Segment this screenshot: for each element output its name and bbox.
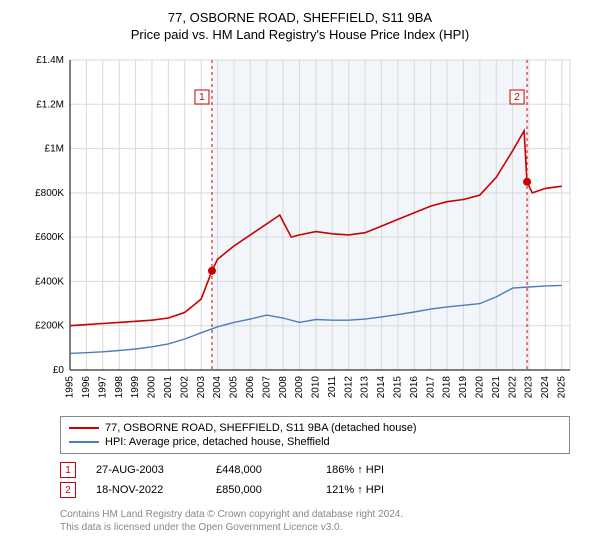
svg-text:£0: £0 [53, 365, 65, 376]
legend-swatch [69, 441, 99, 443]
svg-text:2015: 2015 [393, 376, 404, 399]
marker-row: 1 27-AUG-2003 £448,000 186% ↑ HPI [60, 460, 570, 480]
svg-text:2000: 2000 [147, 376, 158, 399]
marker-number-box: 2 [60, 482, 76, 498]
svg-text:2013: 2013 [360, 376, 371, 399]
svg-text:2022: 2022 [507, 376, 518, 399]
svg-text:2016: 2016 [409, 376, 420, 399]
svg-text:1996: 1996 [81, 376, 92, 399]
svg-text:2: 2 [514, 92, 520, 103]
svg-text:2009: 2009 [294, 376, 305, 399]
svg-text:2021: 2021 [491, 376, 502, 399]
svg-text:2008: 2008 [278, 376, 289, 399]
svg-text:1995: 1995 [65, 376, 76, 399]
markers-table: 1 27-AUG-2003 £448,000 186% ↑ HPI 2 18-N… [60, 460, 570, 500]
svg-text:2014: 2014 [376, 376, 387, 399]
svg-text:2012: 2012 [343, 376, 354, 399]
svg-text:1: 1 [199, 92, 205, 103]
footer-line1: Contains HM Land Registry data © Crown c… [60, 508, 570, 521]
svg-text:2024: 2024 [540, 376, 551, 399]
svg-text:2019: 2019 [458, 376, 469, 399]
marker-number-box: 1 [60, 462, 76, 478]
marker-hpi: 186% ↑ HPI [326, 464, 384, 476]
footer-line2: This data is licensed under the Open Gov… [60, 521, 570, 534]
legend-item: 77, OSBORNE ROAD, SHEFFIELD, S11 9BA (de… [69, 421, 561, 435]
svg-text:2011: 2011 [327, 376, 338, 398]
marker-date: 18-NOV-2022 [96, 484, 196, 496]
svg-text:2003: 2003 [196, 376, 207, 399]
price-chart: £0 £200K £400K £600K £800K £1M £1.2M £1.4M 1995 1… [20, 50, 580, 410]
svg-text:2006: 2006 [245, 376, 256, 399]
svg-text:1999: 1999 [130, 376, 141, 399]
svg-text:2020: 2020 [474, 376, 485, 399]
marker-price: £448,000 [216, 464, 306, 476]
chart-title-block: 77, OSBORNE ROAD, SHEFFIELD, S11 9BA Pri… [10, 10, 590, 42]
legend-label: HPI: Average price, detached house, Shef… [105, 436, 330, 448]
chart-container: £0 £200K £400K £600K £800K £1M £1.2M £1.4M 1995 1… [20, 50, 580, 410]
svg-text:£1.2M: £1.2M [36, 99, 64, 110]
legend-item: HPI: Average price, detached house, Shef… [69, 435, 561, 449]
svg-text:2025: 2025 [556, 376, 567, 399]
svg-text:£200K: £200K [35, 321, 64, 332]
svg-text:2010: 2010 [311, 376, 322, 399]
svg-text:2017: 2017 [425, 376, 436, 399]
svg-text:2001: 2001 [163, 376, 174, 399]
marker-price: £850,000 [216, 484, 306, 496]
chart-legend: 77, OSBORNE ROAD, SHEFFIELD, S11 9BA (de… [60, 416, 570, 454]
svg-text:£1M: £1M [45, 144, 64, 155]
svg-text:£400K: £400K [35, 276, 64, 287]
svg-text:£600K: £600K [35, 232, 64, 243]
svg-text:1998: 1998 [114, 376, 125, 399]
svg-text:£800K: £800K [35, 188, 64, 199]
title-line1: 77, OSBORNE ROAD, SHEFFIELD, S11 9BA [10, 10, 590, 25]
svg-text:2004: 2004 [212, 376, 223, 399]
svg-text:2005: 2005 [229, 376, 240, 399]
footer-attribution: Contains HM Land Registry data © Crown c… [60, 508, 570, 534]
svg-text:2018: 2018 [442, 376, 453, 399]
marker-date: 27-AUG-2003 [96, 464, 196, 476]
svg-text:2002: 2002 [179, 376, 190, 399]
marker-hpi: 121% ↑ HPI [326, 484, 384, 496]
svg-text:2023: 2023 [524, 376, 535, 399]
legend-swatch [69, 427, 99, 429]
svg-text:1997: 1997 [97, 376, 108, 399]
marker-row: 2 18-NOV-2022 £850,000 121% ↑ HPI [60, 480, 570, 500]
title-line2: Price paid vs. HM Land Registry's House … [10, 27, 590, 42]
legend-label: 77, OSBORNE ROAD, SHEFFIELD, S11 9BA (de… [105, 422, 417, 434]
svg-text:£1.4M: £1.4M [36, 55, 64, 66]
svg-text:2007: 2007 [261, 376, 272, 399]
